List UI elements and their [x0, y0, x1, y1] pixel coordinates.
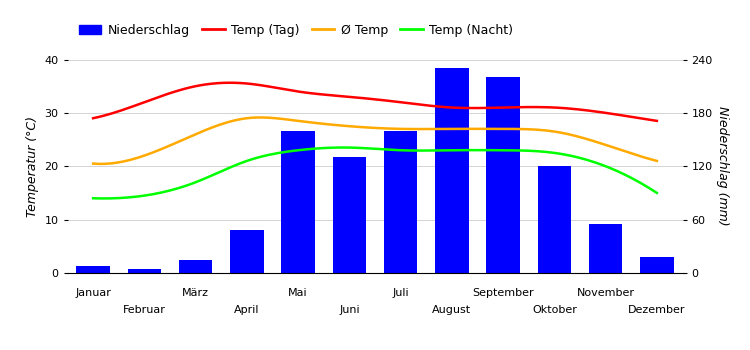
Legend: Niederschlag, Temp (Tag), Ø Temp, Temp (Nacht): Niederschlag, Temp (Tag), Ø Temp, Temp (…: [74, 19, 518, 42]
Bar: [76, 266, 110, 273]
Text: September: September: [472, 288, 534, 298]
Bar: [179, 260, 212, 273]
Text: Juli: Juli: [392, 288, 409, 298]
Text: April: April: [234, 305, 260, 315]
Bar: [487, 77, 520, 273]
Text: Oktober: Oktober: [532, 305, 577, 315]
Text: Juni: Juni: [339, 305, 360, 315]
Bar: [640, 257, 674, 273]
Text: Januar: Januar: [75, 288, 111, 298]
Bar: [538, 166, 571, 273]
Bar: [384, 131, 417, 273]
Bar: [435, 68, 469, 273]
Text: November: November: [577, 288, 634, 298]
Text: März: März: [182, 288, 209, 298]
Bar: [128, 268, 161, 273]
Text: Dezember: Dezember: [628, 305, 686, 315]
Text: August: August: [432, 305, 472, 315]
Bar: [281, 131, 315, 273]
Text: Februar: Februar: [123, 305, 166, 315]
Y-axis label: Niederschlag (mm): Niederschlag (mm): [716, 106, 730, 226]
Text: Mai: Mai: [288, 288, 308, 298]
Bar: [230, 230, 263, 273]
Y-axis label: Temperatur (°C): Temperatur (°C): [26, 116, 39, 217]
Bar: [333, 158, 366, 273]
Bar: [589, 224, 622, 273]
